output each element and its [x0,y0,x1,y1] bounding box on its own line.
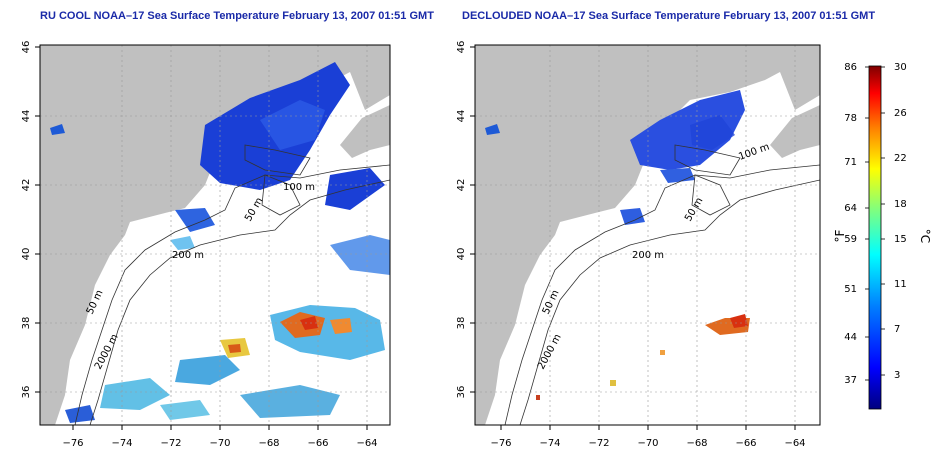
y-tick-label: 36 [456,386,467,399]
map-panel-declouded: 100 m 50 m 200 m 50 m 2000 m −76 −74 −72… [456,41,821,449]
y-tick-label: 44 [456,110,467,123]
grid-lines [475,45,820,425]
y-tick-label: 36 [21,386,32,399]
x-tick-label: −66 [307,438,328,449]
colorbar-ticks [865,66,885,381]
x-tick-label: −74 [539,438,560,449]
panel-title-declouded: DECLOUDED NOAA–17 Sea Surface Temperatur… [462,10,876,22]
c-tick-label: 11 [894,279,907,290]
map-panel-raw: 100 m 50 m 200 m 50 m 2000 m −76 −74 −72… [21,41,391,449]
temperature-colorbar: 86 78 71 64 59 51 44 37 30 26 22 18 15 1… [833,62,932,410]
x-axis: −76 −74 −72 −70 −68 −66 −64 [490,425,806,449]
y-tick-label: 42 [456,179,467,192]
x-axis: −76 −74 −72 −70 −68 −66 −64 [62,425,378,449]
contour-label-100m: 100 m [283,182,315,193]
x-tick-label: −74 [111,438,132,449]
f-tick-label: 37 [844,375,857,386]
x-tick-label: −68 [258,438,279,449]
x-tick-label: −64 [784,438,805,449]
c-tick-label: 7 [894,324,900,335]
y-axis: 36 38 40 42 44 46 [456,41,475,399]
f-tick-label: 51 [844,284,857,295]
y-tick-label: 46 [456,41,467,54]
f-tick-label: 78 [844,113,857,124]
sst-data-layer [485,90,750,400]
f-tick-label: 86 [844,62,857,73]
c-tick-label: 18 [894,199,907,210]
x-tick-label: −72 [588,438,609,449]
sst-data-layer [50,62,390,423]
x-tick-label: −66 [735,438,756,449]
y-tick-label: 46 [21,41,32,54]
x-tick-label: −68 [686,438,707,449]
bathymetry-contours [504,144,820,425]
x-tick-label: −70 [209,438,230,449]
c-tick-label: 22 [894,153,907,164]
land-mass [475,45,820,425]
plot-frame [39,44,391,426]
x-tick-label: −76 [62,438,83,449]
colorbar-gradient [868,65,882,410]
x-tick-label: −76 [490,438,511,449]
bathymetry-contours [74,144,390,425]
f-tick-label: 59 [844,234,857,245]
x-tick-label: −64 [356,438,377,449]
y-tick-label: 38 [456,317,467,330]
x-tick-label: −70 [637,438,658,449]
c-tick-label: 3 [894,370,900,381]
y-tick-label: 40 [456,248,467,261]
contour-label-200m: 200 m [172,250,204,261]
y-tick-label: 40 [21,248,32,261]
land-mass [40,45,390,425]
y-axis: 36 38 40 42 44 46 [21,41,40,399]
contour-label-200m: 200 m [632,250,664,261]
y-tick-label: 38 [21,317,32,330]
y-tick-label: 44 [21,110,32,123]
c-tick-label: 15 [894,234,907,245]
f-tick-label: 71 [844,157,857,168]
x-tick-label: −72 [160,438,181,449]
c-tick-label: 30 [894,62,907,73]
c-tick-label: 26 [894,108,907,119]
f-tick-label: 44 [844,332,857,343]
celsius-unit-label: °C [918,229,932,243]
grid-lines [40,45,390,425]
panel-title-raw: RU COOL NOAA–17 Sea Surface Temperature … [40,10,434,22]
celsius-scale: 30 26 22 18 15 11 7 3 [894,62,907,381]
fahrenheit-scale: 86 78 71 64 59 51 44 37 [844,62,857,386]
f-tick-label: 64 [844,203,857,214]
y-tick-label: 42 [21,179,32,192]
fahrenheit-unit-label: °F [833,229,847,242]
land-nova-scotia [340,105,390,158]
